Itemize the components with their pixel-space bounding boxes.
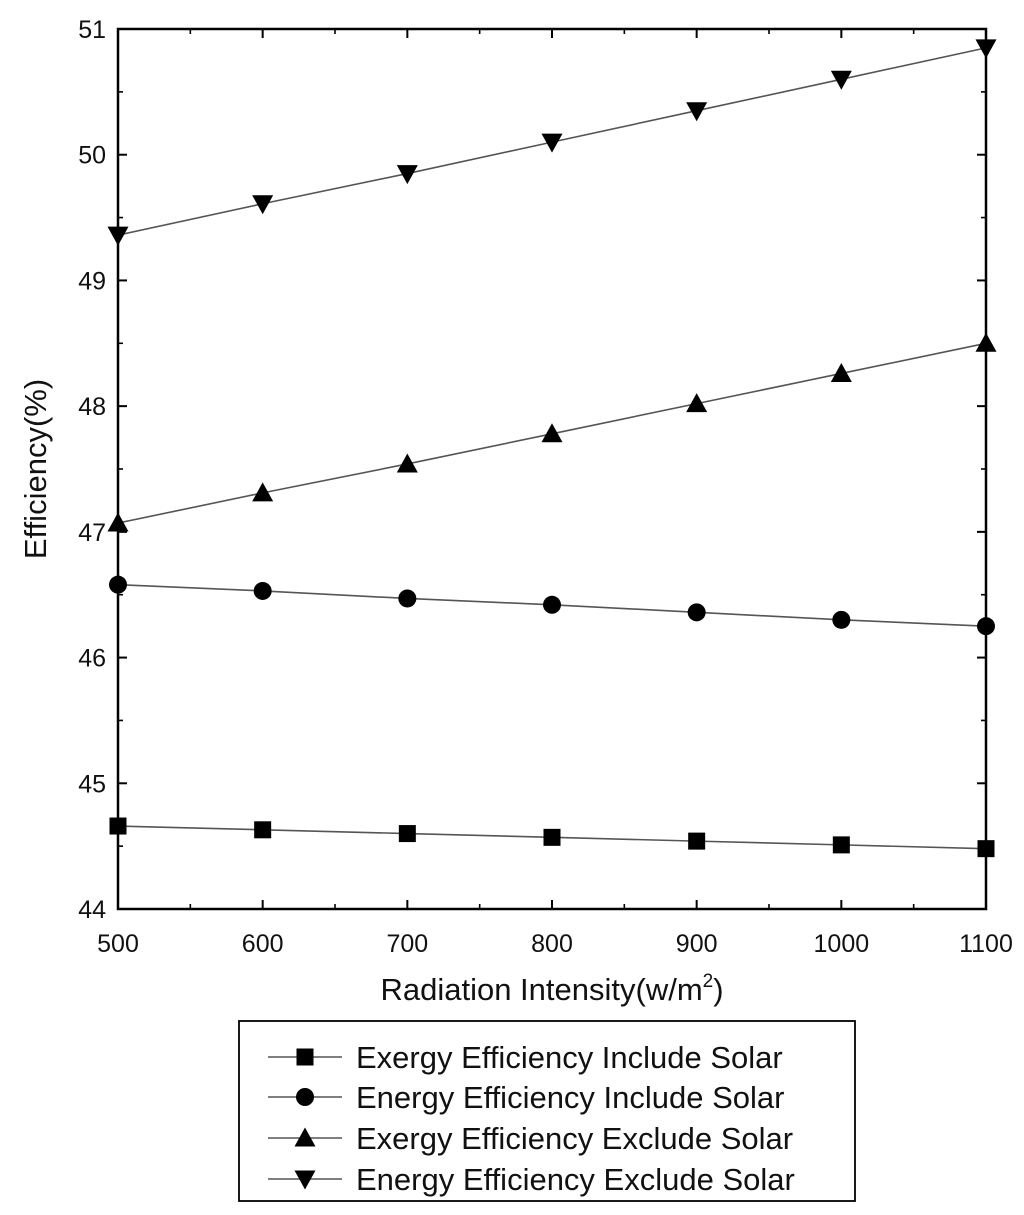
legend-item: Energy Efficiency Include Solar: [268, 1080, 785, 1115]
data-point: [832, 836, 850, 854]
legend-item: Exergy Efficiency Exclude Solar: [268, 1121, 793, 1156]
legend-label: Energy Efficiency Include Solar: [356, 1080, 785, 1115]
data-point: [398, 589, 417, 608]
data-point: [398, 825, 416, 843]
legend-marker: [296, 1088, 314, 1106]
y-tick-label: 44: [78, 896, 106, 924]
data-point: [686, 393, 708, 413]
x-axis-title-superscript: 2: [703, 971, 714, 992]
legend-label: Energy Efficiency Exclude Solar: [356, 1162, 795, 1197]
legend-marker: [294, 1170, 316, 1190]
data-point: [541, 423, 563, 443]
data-point: [830, 70, 852, 90]
data-point: [975, 39, 997, 59]
data-point: [109, 817, 127, 835]
x-tick-label: 1000: [814, 930, 870, 958]
x-tick-label: 700: [386, 930, 428, 958]
x-tick-label: 1100: [959, 930, 1013, 958]
x-axis-title-close: ): [713, 972, 723, 1007]
legend-label: Exergy Efficiency Exclude Solar: [356, 1121, 793, 1156]
y-axis-title: Efficiency(%): [18, 379, 53, 559]
plot-frame: [116, 27, 988, 911]
data-point: [975, 332, 997, 352]
y-tick-label: 45: [78, 770, 106, 798]
legend-item: Exergy Efficiency Include Solar: [268, 1040, 783, 1075]
y-tick-label: 48: [78, 393, 106, 421]
data-point: [688, 832, 706, 850]
data-point: [687, 603, 706, 622]
data-point: [543, 828, 561, 846]
data-point: [543, 595, 561, 614]
legend-frame: [238, 1020, 856, 1202]
data-point: [254, 821, 272, 839]
x-tick-label: 900: [676, 930, 718, 958]
data-point: [396, 453, 418, 473]
data-point: [252, 195, 274, 215]
legend-marker: [296, 1048, 314, 1066]
y-tick-label: 51: [78, 16, 106, 44]
legend-item: Energy Efficiency Exclude Solar: [268, 1162, 795, 1197]
series-square: [109, 817, 995, 858]
series-triangle-down: [107, 39, 997, 246]
x-tick-label: 800: [531, 930, 573, 958]
data-point: [977, 840, 995, 858]
data-point: [830, 362, 852, 382]
series-triangle-up: [107, 332, 997, 532]
plot-area: 44 45 46 47 48 49 50 51 500 600 700 800 900 1000 1100: [78, 16, 1013, 958]
y-tick-label: 49: [78, 267, 106, 295]
data-point: [109, 575, 127, 594]
data-point: [252, 482, 274, 502]
data-point: [686, 102, 708, 122]
y-tick-label: 46: [78, 645, 106, 673]
data-point: [253, 581, 272, 600]
data-point: [541, 133, 563, 153]
x-tick-label: 500: [97, 930, 139, 958]
x-axis-title-main: Radiation Intensity(w/m: [380, 972, 702, 1007]
legend-label: Exergy Efficiency Include Solar: [356, 1040, 783, 1075]
data-point: [107, 512, 129, 532]
data-point: [107, 226, 129, 246]
x-axis: 500 600 700 800 900 1000 1100: [97, 29, 1013, 958]
x-tick-label: 600: [242, 930, 284, 958]
series-layer: [107, 39, 997, 858]
data-point: [832, 610, 851, 629]
series-circle: [109, 575, 995, 636]
data-point: [977, 617, 995, 636]
y-axis: 44 45 46 47 48 49 50 51: [78, 16, 986, 924]
y-tick-label: 47: [78, 519, 106, 547]
data-point: [396, 165, 418, 185]
legend-marker: [294, 1127, 316, 1147]
legend: Exergy Efficiency Include Solar Energy Ef…: [238, 1020, 856, 1202]
y-tick-label: 50: [78, 142, 106, 170]
x-axis-title: Radiation Intensity(w/m2): [380, 971, 723, 1007]
